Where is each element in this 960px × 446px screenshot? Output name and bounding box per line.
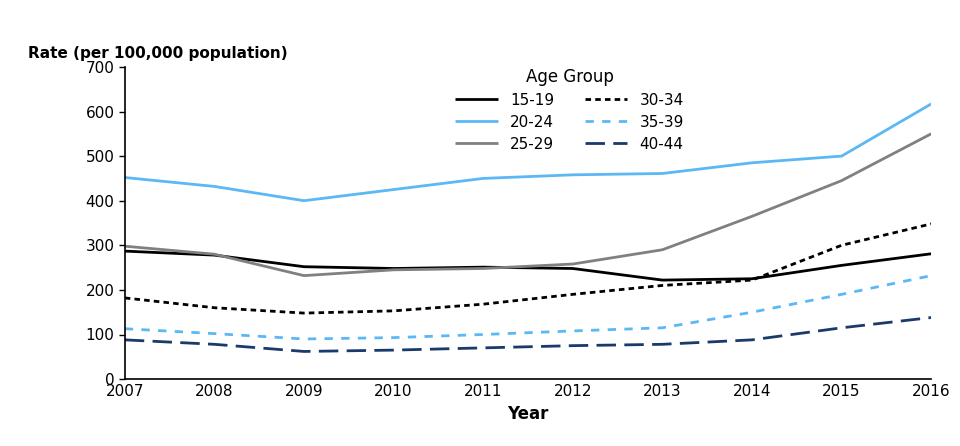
25-29: [657, 247, 668, 252]
Line: 25-29: 25-29: [125, 134, 931, 276]
15-19: [746, 276, 757, 281]
30-34: [119, 295, 131, 301]
35-39: [119, 326, 131, 331]
40-44: [299, 349, 310, 354]
30-34: [477, 301, 489, 307]
Legend: 15-19, 20-24, 25-29, 30-34, 35-39, 40-44: 15-19, 20-24, 25-29, 30-34, 35-39, 40-44: [455, 68, 684, 152]
30-34: [299, 310, 310, 316]
25-29: [299, 273, 310, 278]
20-24: [925, 101, 937, 107]
35-39: [208, 331, 220, 336]
X-axis label: Year: Year: [507, 405, 549, 422]
40-44: [836, 325, 848, 330]
Line: 40-44: 40-44: [125, 318, 931, 351]
15-19: [299, 264, 310, 269]
35-39: [299, 336, 310, 342]
40-44: [925, 315, 937, 320]
Line: 15-19: 15-19: [125, 251, 931, 280]
30-34: [746, 277, 757, 283]
20-24: [657, 171, 668, 176]
20-24: [567, 172, 579, 178]
30-34: [208, 305, 220, 310]
40-44: [567, 343, 579, 348]
40-44: [657, 342, 668, 347]
25-29: [477, 266, 489, 271]
40-44: [208, 342, 220, 347]
35-39: [657, 325, 668, 330]
25-29: [746, 214, 757, 219]
15-19: [925, 251, 937, 256]
20-24: [836, 153, 848, 159]
25-29: [208, 252, 220, 257]
40-44: [119, 337, 131, 343]
40-44: [388, 347, 399, 353]
30-34: [567, 292, 579, 297]
30-34: [836, 243, 848, 248]
25-29: [388, 267, 399, 273]
35-39: [567, 328, 579, 334]
25-29: [925, 131, 937, 136]
Text: Rate (per 100,000 population): Rate (per 100,000 population): [28, 45, 288, 61]
35-39: [746, 310, 757, 315]
20-24: [388, 187, 399, 192]
15-19: [477, 264, 489, 270]
35-39: [388, 335, 399, 340]
40-44: [746, 337, 757, 343]
Line: 35-39: 35-39: [125, 276, 931, 339]
20-24: [746, 160, 757, 165]
15-19: [657, 277, 668, 283]
25-29: [119, 244, 131, 249]
20-24: [119, 175, 131, 180]
15-19: [388, 266, 399, 271]
35-39: [836, 292, 848, 297]
25-29: [567, 261, 579, 267]
15-19: [208, 252, 220, 258]
35-39: [925, 273, 937, 278]
35-39: [477, 332, 489, 337]
30-34: [925, 221, 937, 227]
15-19: [567, 266, 579, 271]
40-44: [477, 345, 489, 351]
Line: 30-34: 30-34: [125, 224, 931, 313]
20-24: [477, 176, 489, 181]
15-19: [119, 248, 131, 254]
25-29: [836, 178, 848, 183]
Line: 20-24: 20-24: [125, 104, 931, 201]
30-34: [657, 283, 668, 288]
30-34: [388, 308, 399, 314]
20-24: [208, 184, 220, 189]
15-19: [836, 263, 848, 268]
20-24: [299, 198, 310, 203]
